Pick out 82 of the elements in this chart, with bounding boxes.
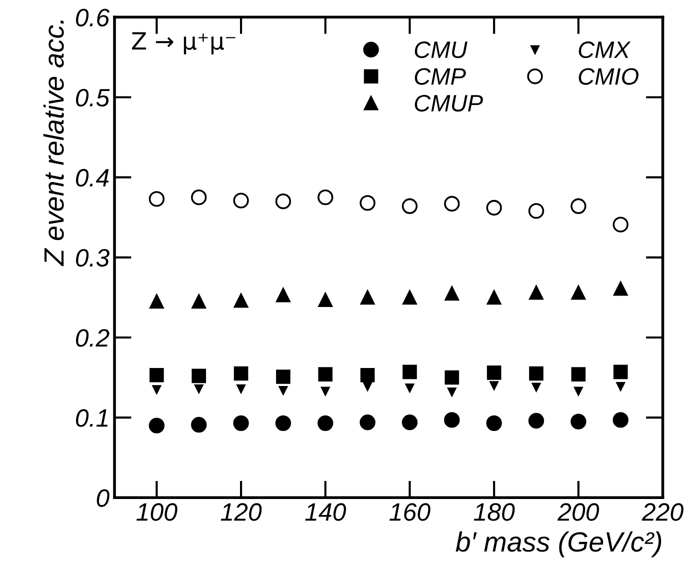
point bbox=[532, 382, 541, 392]
point bbox=[574, 386, 583, 396]
point bbox=[486, 415, 502, 432]
point bbox=[402, 414, 418, 430]
y-tick-label: 0.1 bbox=[76, 409, 108, 427]
point bbox=[192, 368, 206, 384]
point bbox=[236, 384, 246, 394]
legend-label: CMU bbox=[414, 41, 468, 58]
point bbox=[444, 412, 460, 428]
x-tick-label: 140 bbox=[305, 503, 346, 521]
point bbox=[448, 388, 456, 396]
point bbox=[360, 290, 375, 305]
point bbox=[613, 364, 628, 380]
point bbox=[194, 384, 204, 394]
point bbox=[233, 192, 249, 208]
y-tick-label: 0.6 bbox=[76, 8, 110, 26]
point bbox=[444, 370, 460, 385]
point bbox=[529, 366, 544, 381]
x-tick-label: 100 bbox=[136, 503, 178, 521]
point bbox=[570, 414, 586, 430]
y-tick-label: 0.4 bbox=[76, 168, 109, 187]
point bbox=[612, 412, 628, 428]
point bbox=[275, 193, 292, 210]
point bbox=[278, 386, 288, 395]
point bbox=[321, 386, 330, 396]
x-tick-label: 180 bbox=[474, 503, 515, 521]
point bbox=[318, 189, 334, 206]
y-axis-title: Z event relative acc. bbox=[43, 20, 64, 266]
point bbox=[571, 367, 586, 382]
legend-label: CMX bbox=[578, 41, 631, 58]
point bbox=[444, 196, 460, 212]
point bbox=[150, 294, 164, 309]
point bbox=[363, 382, 372, 391]
y-tick-label: 0.2 bbox=[76, 329, 110, 347]
point bbox=[444, 286, 460, 301]
point bbox=[360, 414, 376, 430]
point bbox=[234, 366, 248, 381]
y-tick-label: 0.3 bbox=[76, 249, 110, 267]
point bbox=[150, 368, 164, 382]
legend-label: CMP bbox=[414, 68, 466, 85]
point bbox=[192, 294, 206, 309]
x-tick-label: 200 bbox=[557, 503, 600, 521]
point bbox=[402, 364, 417, 380]
point bbox=[148, 418, 165, 434]
point bbox=[616, 382, 625, 391]
x-tick-label: 120 bbox=[220, 503, 262, 521]
point bbox=[402, 198, 418, 214]
legend-label: CMUP bbox=[414, 94, 483, 112]
point bbox=[360, 368, 375, 382]
y-tick-label: 0 bbox=[96, 489, 110, 507]
point bbox=[276, 288, 290, 302]
point bbox=[402, 290, 417, 305]
point bbox=[528, 412, 544, 429]
point bbox=[570, 198, 586, 214]
point bbox=[191, 189, 207, 206]
point bbox=[612, 216, 628, 232]
point bbox=[191, 416, 207, 433]
point bbox=[360, 195, 376, 211]
point bbox=[275, 415, 292, 432]
point bbox=[276, 370, 290, 384]
point bbox=[613, 281, 628, 296]
legend-label: CMIO bbox=[578, 68, 639, 85]
point bbox=[486, 200, 502, 216]
point bbox=[148, 191, 165, 207]
point bbox=[486, 290, 502, 305]
point bbox=[318, 415, 334, 432]
annotation: Z → μ⁺μ⁻ bbox=[132, 32, 236, 54]
point bbox=[318, 292, 333, 307]
x-tick-label: 220 bbox=[642, 503, 684, 521]
point bbox=[528, 203, 544, 219]
point bbox=[405, 384, 414, 392]
x-axis-title: b′ mass (GeV/c²) bbox=[456, 531, 662, 558]
point bbox=[571, 285, 586, 300]
point bbox=[529, 285, 544, 300]
point bbox=[490, 381, 498, 390]
y-tick-label: 0.5 bbox=[76, 88, 110, 107]
point bbox=[486, 366, 502, 380]
point bbox=[318, 367, 333, 382]
point bbox=[152, 385, 162, 394]
point bbox=[234, 293, 248, 308]
point bbox=[233, 415, 249, 432]
x-tick-label: 160 bbox=[390, 503, 430, 521]
